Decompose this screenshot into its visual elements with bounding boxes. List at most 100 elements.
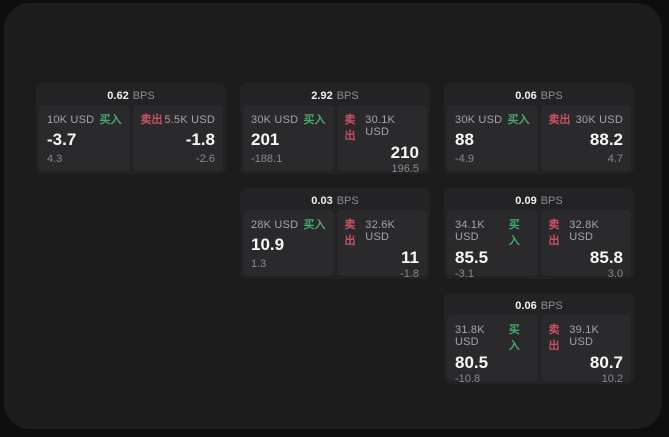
quote-panels: 34.1K USD 买入 85.5 -3.1 卖出 32.8K USD 85.8…	[447, 210, 631, 280]
sell-side-label: 卖出	[344, 219, 356, 247]
buy-price: 10.9	[251, 235, 285, 255]
quote-card: 0.03 BPS 28K USD 买入 10.9 1.3 卖出 32.6K US…	[240, 188, 430, 280]
buy-top-row: 30K USD 买入	[455, 111, 530, 127]
sell-top-row: 卖出 5.5K USD	[141, 111, 216, 127]
sell-top-row: 卖出 32.8K USD	[549, 216, 624, 248]
sell-amount: 5.5K USD	[164, 114, 215, 126]
bps-value: 0.03	[311, 195, 333, 207]
card-header: 0.06 BPS	[447, 297, 631, 315]
quote-panels: 10K USD 买入 -3.7 4.3 卖出 5.5K USD -1.8 -2.…	[39, 105, 223, 171]
buy-amount: 34.1K USD	[455, 219, 485, 243]
bps-unit-label: BPS	[336, 195, 359, 207]
buy-amount: 31.8K USD	[455, 324, 485, 348]
card-header: 0.62 BPS	[39, 87, 223, 105]
sell-delta: 3.0	[607, 267, 623, 280]
sell-top-row: 卖出 30K USD	[549, 111, 624, 127]
sell-top-row: 卖出 30.1K USD	[345, 111, 420, 143]
buy-delta: -3.1	[455, 267, 474, 280]
buy-side-label: 买入	[507, 114, 530, 126]
buy-amount: 10K USD	[47, 114, 95, 126]
bps-value: 0.09	[515, 195, 537, 207]
buy-panel[interactable]: 30K USD 买入 88 -4.9	[447, 105, 538, 171]
buy-side-label: 买入	[508, 324, 520, 352]
quote-panels: 31.8K USD 买入 80.5 -10.8 卖出 39.1K USD 80.…	[447, 315, 631, 385]
buy-panel[interactable]: 10K USD 买入 -3.7 4.3	[39, 105, 130, 171]
sell-amount: 32.8K USD	[569, 219, 600, 243]
quote-panels: 28K USD 买入 10.9 1.3 卖出 32.6K USD 11 -1.8	[243, 210, 427, 280]
sell-price: 210	[390, 143, 419, 162]
buy-side-label: 买入	[508, 219, 520, 247]
buy-top-row: 28K USD 买入	[251, 216, 326, 232]
quote-card: 0.09 BPS 34.1K USD 买入 85.5 -3.1 卖出 32.8K…	[444, 188, 634, 280]
buy-delta: -10.8	[455, 372, 481, 385]
bps-unit-label: BPS	[336, 90, 359, 102]
card-header: 0.06 BPS	[447, 87, 631, 105]
buy-top-row: 34.1K USD 买入	[455, 216, 530, 248]
sell-price: -1.8	[185, 130, 215, 150]
sell-panel[interactable]: 卖出 30K USD 88.2 4.7	[540, 105, 631, 171]
buy-price: 201	[251, 130, 280, 150]
buy-price: 88	[455, 130, 474, 150]
quote-card-grid: 0.62 BPS 10K USD 买入 -3.7 4.3 卖出 5.5K USD	[36, 83, 634, 385]
sell-price: 11	[401, 248, 419, 267]
buy-delta: 1.3	[251, 258, 267, 270]
bps-unit-label: BPS	[540, 300, 563, 312]
buy-side-label: 买入	[303, 219, 326, 231]
sell-amount: 32.6K USD	[365, 219, 396, 243]
sell-panel[interactable]: 卖出 5.5K USD -1.8 -2.6	[132, 105, 223, 171]
buy-amount: 30K USD	[251, 114, 299, 126]
sell-price: 88.2	[589, 130, 623, 150]
sell-panel[interactable]: 卖出 32.8K USD 85.8 3.0	[540, 210, 631, 280]
bps-value: 2.92	[311, 90, 333, 102]
sell-side-label: 卖出	[548, 114, 571, 126]
sell-panel[interactable]: 卖出 39.1K USD 80.7 10.2	[540, 315, 631, 385]
card-header: 0.09 BPS	[447, 192, 631, 210]
quote-card: 0.62 BPS 10K USD 买入 -3.7 4.3 卖出 5.5K USD	[36, 83, 226, 174]
sell-side-label: 卖出	[548, 324, 560, 352]
sell-price: 80.7	[589, 353, 623, 372]
sell-panel[interactable]: 卖出 32.6K USD 11 -1.8	[336, 210, 427, 280]
buy-panel[interactable]: 28K USD 买入 10.9 1.3	[243, 210, 334, 276]
quote-panels: 30K USD 买入 201 -188.1 卖出 30.1K USD 210 1…	[243, 105, 427, 175]
sell-side-label: 卖出	[548, 219, 560, 247]
buy-price: 80.5	[455, 353, 489, 372]
bps-value: 0.62	[107, 90, 129, 102]
buy-panel[interactable]: 31.8K USD 买入 80.5 -10.8	[447, 315, 538, 385]
sell-amount: 39.1K USD	[569, 324, 600, 348]
quote-card: 0.06 BPS 30K USD 买入 88 -4.9 卖出 30K USD	[444, 83, 634, 174]
bps-unit-label: BPS	[132, 90, 155, 102]
buy-side-label: 买入	[99, 114, 122, 126]
quote-card: 0.06 BPS 31.8K USD 买入 80.5 -10.8 卖出 39.1…	[444, 293, 634, 385]
buy-top-row: 30K USD 买入	[251, 111, 326, 127]
sell-side-label: 卖出	[344, 114, 356, 142]
buy-delta: -188.1	[251, 153, 283, 165]
buy-side-label: 买入	[303, 114, 326, 126]
buy-delta: 4.3	[47, 153, 63, 165]
card-header: 2.92 BPS	[243, 87, 427, 105]
sell-panel[interactable]: 卖出 30.1K USD 210 196.5	[336, 105, 427, 175]
sell-side-label: 卖出	[140, 114, 163, 126]
buy-price: 85.5	[455, 248, 489, 267]
bps-value: 0.06	[515, 300, 537, 312]
sell-delta: 10.2	[601, 372, 623, 385]
buy-amount: 28K USD	[251, 219, 299, 231]
buy-price: -3.7	[47, 130, 77, 150]
card-header: 0.03 BPS	[243, 192, 427, 210]
sell-delta: 196.5	[391, 162, 419, 175]
sell-delta: -1.8	[400, 267, 419, 280]
buy-top-row: 31.8K USD 买入	[455, 321, 530, 353]
sell-amount: 30.1K USD	[365, 114, 396, 138]
app-surface: 0.62 BPS 10K USD 买入 -3.7 4.3 卖出 5.5K USD	[4, 3, 662, 429]
buy-panel[interactable]: 34.1K USD 买入 85.5 -3.1	[447, 210, 538, 280]
quote-panels: 30K USD 买入 88 -4.9 卖出 30K USD 88.2 4.7	[447, 105, 631, 171]
sell-delta: 4.7	[607, 153, 623, 165]
bps-unit-label: BPS	[540, 195, 563, 207]
sell-amount: 30K USD	[575, 114, 623, 126]
buy-panel[interactable]: 30K USD 买入 201 -188.1	[243, 105, 334, 171]
bps-unit-label: BPS	[540, 90, 563, 102]
buy-delta: -4.9	[455, 153, 474, 165]
sell-price: 85.8	[589, 248, 623, 267]
buy-top-row: 10K USD 买入	[47, 111, 122, 127]
sell-delta: -2.6	[196, 153, 215, 165]
sell-top-row: 卖出 32.6K USD	[345, 216, 420, 248]
